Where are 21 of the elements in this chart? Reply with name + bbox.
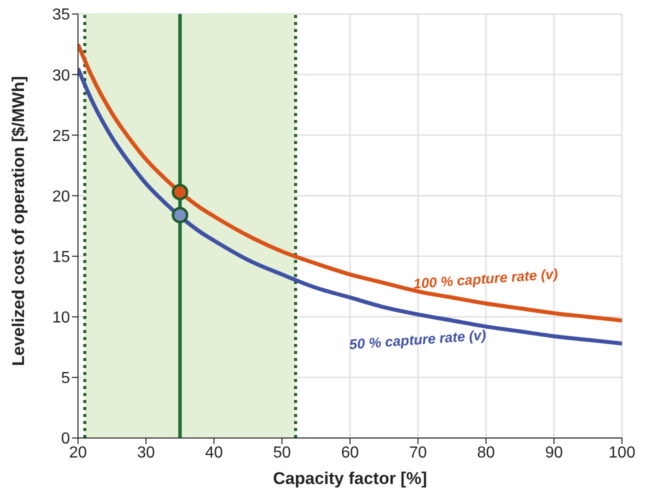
line-series <box>78 42 622 322</box>
x-axis-title: Capacity factor [%] <box>273 469 427 488</box>
x-tick-label: 30 <box>137 444 155 462</box>
series-label: 100 % capture rate (v) <box>412 265 559 292</box>
x-tick-label: 80 <box>477 444 495 462</box>
y-tick-label: 30 <box>52 67 70 84</box>
series-label: 50 % capture rate (v) <box>348 326 487 352</box>
x-tick-label: 90 <box>545 444 563 462</box>
y-tick-label: 35 <box>52 6 70 24</box>
x-tick-label: 40 <box>205 444 223 462</box>
y-axis-title: Levelized cost of operation [$/MWh] <box>9 76 28 366</box>
y-tick-label: 25 <box>52 128 70 145</box>
x-tick-label: 100 <box>608 444 636 462</box>
y-tick-label: 5 <box>61 370 70 388</box>
y-tick-label: 20 <box>52 188 70 206</box>
y-tick-label: 10 <box>52 310 70 327</box>
x-tick-label: 60 <box>341 444 359 462</box>
y-tick-label: 0 <box>61 430 70 448</box>
x-tick-label: 50 <box>273 444 291 462</box>
x-tick-label: 70 <box>409 444 427 462</box>
y-tick-label: 15 <box>52 248 70 266</box>
